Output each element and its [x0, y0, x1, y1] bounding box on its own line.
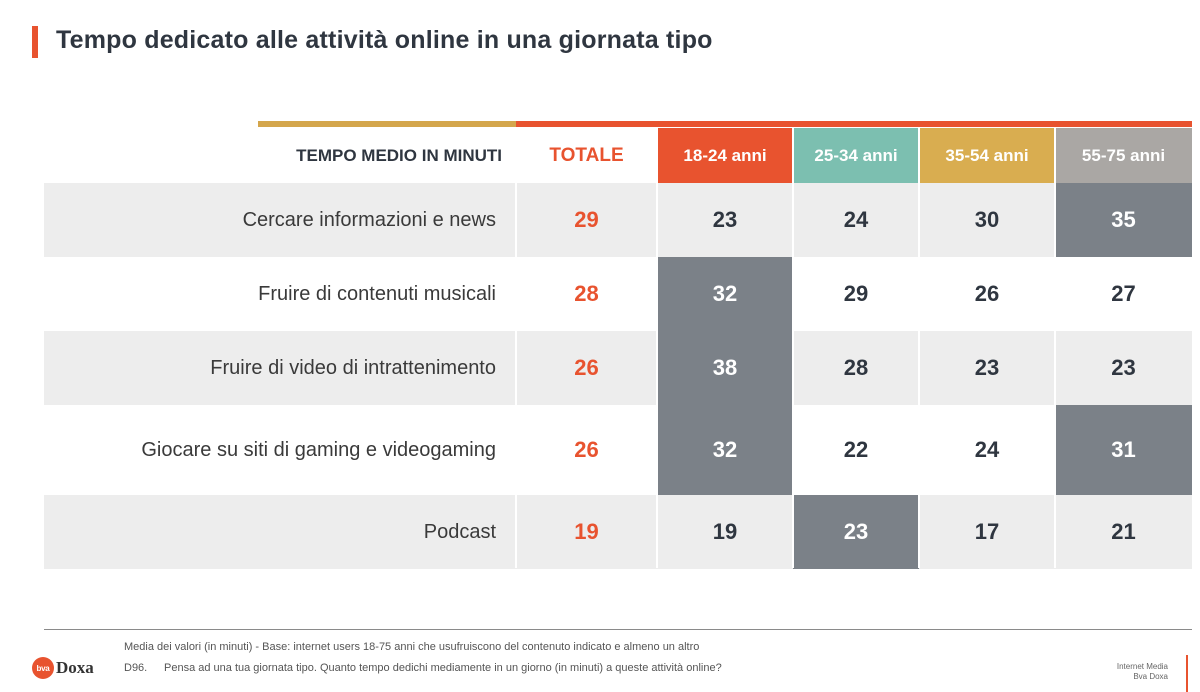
question-text: Pensa ad una tua giornata tipo. Quanto t…: [164, 662, 722, 674]
data-value: 23: [712, 207, 738, 232]
report-line-2: Bva Doxa: [1133, 672, 1168, 681]
header-rule-gold: [258, 121, 516, 127]
data-value: 30: [974, 207, 1000, 232]
title-accent-bar: [32, 26, 38, 58]
table-row: [44, 183, 1192, 257]
data-value: 23: [1111, 355, 1136, 380]
data-value: 28: [843, 355, 869, 380]
data-value: 24: [843, 207, 869, 232]
column-separator: [656, 128, 658, 568]
column-separator: [918, 128, 920, 568]
doxa-logo-text: Doxa: [56, 658, 94, 677]
row-label: Fruire di contenuti musicali: [258, 282, 496, 305]
footer-divider: [44, 629, 1192, 630]
data-value: 31: [1055, 405, 1192, 495]
question-code: D96.: [124, 662, 148, 674]
data-value: 26: [974, 281, 1000, 306]
row-label: Podcast: [423, 520, 496, 543]
data-value: 19: [712, 519, 738, 544]
data-value: 23: [793, 495, 919, 569]
column-header-25-34-anni: 25-34 anni: [793, 128, 919, 183]
row-label: Cercare informazioni e news: [242, 208, 496, 231]
bva-doxa-logo: bva Doxa: [32, 657, 94, 679]
total-value: 26: [574, 355, 599, 380]
data-value: 22: [843, 437, 869, 462]
column-header-55-75-anni: 55-75 anni: [1055, 128, 1192, 183]
column-separator: [1054, 128, 1056, 568]
data-value: 32: [657, 257, 793, 331]
row-label: Giocare su siti di gaming e videogaming: [141, 438, 496, 461]
data-value: 35: [1055, 183, 1192, 257]
total-value: 19: [574, 519, 599, 544]
report-line-1: Internet Media: [1116, 662, 1168, 671]
column-header-35-54-anni: 35-54 anni: [919, 128, 1055, 183]
data-value: 38: [657, 331, 793, 405]
total-value: 29: [574, 207, 599, 232]
bva-logo-mark: bva: [32, 657, 54, 679]
data-value: 32: [657, 405, 793, 495]
column-header-totale: TOTALE: [549, 144, 624, 166]
total-value: 26: [574, 437, 599, 462]
data-value: 29: [843, 281, 869, 306]
column-separator: [792, 128, 794, 568]
data-value: 17: [974, 519, 1000, 544]
row-label: Fruire di video di intrattenimento: [210, 356, 496, 379]
base-note: Media dei valori (in minuti) - Base: int…: [124, 641, 700, 653]
data-value: 24: [974, 437, 1000, 462]
column-separator: [515, 128, 517, 568]
total-value: 28: [574, 281, 599, 306]
column-header-18-24-anni: 18-24 anni: [657, 128, 793, 183]
data-value: 27: [1111, 281, 1136, 306]
report-label: Internet Media Bva Doxa: [1117, 662, 1168, 682]
footer-accent-bar: [1186, 655, 1188, 692]
table-row: [44, 495, 1192, 569]
table-row: [44, 331, 1192, 405]
header-label: TEMPO MEDIO IN MINUTI: [296, 145, 502, 165]
page-title: Tempo dedicato alle attività online in u…: [56, 26, 713, 54]
data-value: 21: [1111, 519, 1136, 544]
header-rule-red: [516, 121, 1192, 127]
data-value: 23: [974, 355, 1000, 380]
